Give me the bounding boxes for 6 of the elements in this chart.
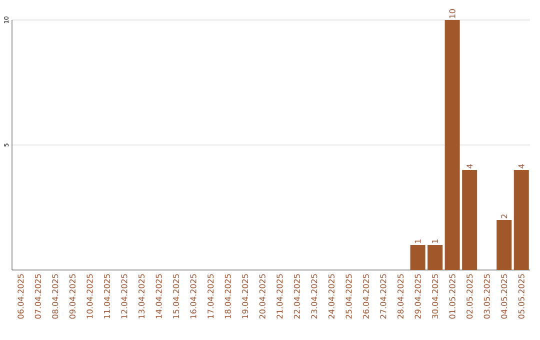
bar [514, 170, 529, 270]
bar [444, 20, 460, 270]
bar [410, 245, 426, 270]
bar [462, 170, 478, 270]
bar [496, 220, 512, 270]
bar [428, 245, 443, 270]
